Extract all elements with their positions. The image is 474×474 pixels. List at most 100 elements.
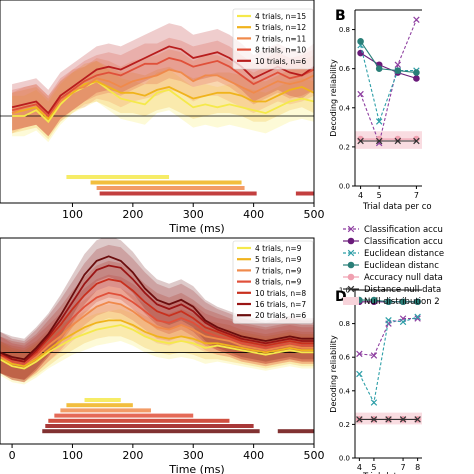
significance-bar-7-trials-n-11-0: [96, 186, 245, 190]
y-tick-label: 0.6: [339, 65, 351, 73]
y-tick-label: 0.8: [339, 26, 350, 34]
y-tick-label: 0.2: [339, 421, 350, 429]
point-euclidean-distanc-3: [357, 37, 364, 45]
plot-area-B: [355, 16, 422, 149]
significance-bar-20-trials-n-6-1: [277, 429, 314, 434]
series-line-classification-accu-0: [360, 19, 417, 145]
series-line-classification-accu-1: [360, 52, 417, 79]
legend-classification-accu-1-label: Classification accu: [364, 237, 443, 247]
legend-euclidean-distance-2-marker: [347, 249, 355, 257]
panel-A: 100 200 300 400 500 Time (ms) 4 trials, n=15 5 …: [0, 0, 325, 235]
legend-distance-null-data-5-marker: [347, 285, 355, 293]
x-tick-label: 300: [183, 208, 204, 221]
series-line-4-trials-n-9: [0, 324, 314, 370]
point-distance-null-data-5: [357, 137, 364, 145]
panel-D: 0.0 0.2 0.4 0.6 0.8 1.0 45 78Trial data per co D…: [329, 287, 432, 474]
point-euclidean-distanc-3: [375, 65, 383, 72]
point-classification-accu-0: [356, 350, 363, 358]
point-classification-accu-1: [413, 75, 420, 82]
significance-bar-10-trials-n-6-1: [295, 191, 314, 196]
point-euclidean-distance-2: [399, 318, 407, 326]
legend-box: [232, 8, 314, 70]
x-tick-label: 300: [183, 449, 204, 462]
band-7-trials-n-9: [0, 286, 314, 380]
legend-accuracy-null-data-4-marker: [347, 273, 355, 281]
x-tick-label: 0: [9, 449, 16, 462]
point-distance-null-data-5: [413, 137, 420, 145]
significance-bar-4-trials-n-15-0: [66, 175, 170, 179]
y-axis-label: Decoding reliability: [329, 59, 338, 137]
legend-label-7-trials-n-11: 7 trials, n=11: [255, 34, 306, 43]
y-tick-label: 0.8: [339, 320, 350, 328]
legend-null-distribution-2-6-label: Null distribution 2: [364, 297, 440, 307]
plot-area-C: [0, 238, 314, 434]
point-euclidean-distance-2: [356, 370, 363, 378]
series-line-7-trials-n-9: [0, 301, 314, 365]
series-line-5-trials-n-9: [0, 319, 314, 368]
series-line-8-trials-n-9: [0, 291, 314, 365]
y-tick-label: 0.4: [339, 387, 351, 395]
y-tick-label: 0.6: [339, 354, 351, 362]
point-euclidean-distance-2: [370, 399, 378, 406]
shared-legend: Classification accu Classification accu Eu…: [343, 225, 444, 307]
panel-label-D: D: [335, 289, 347, 305]
x-tick-label: 400: [243, 449, 264, 462]
point-euclidean-distanc-3: [399, 298, 407, 306]
legend-classification-accu-0-label: Classification accu: [364, 225, 443, 235]
y-tick-label: 0.0: [339, 183, 350, 191]
legend-label-20-trials-n-6: 20 trials, n=6: [255, 311, 306, 320]
panel-label-B: B: [335, 8, 346, 24]
panel-B: 0.0 0.2 0.4 0.6 0.8 4 5 7 Trial data per co Decod…: [329, 8, 432, 212]
series-line-4-trials-n-15: [12, 80, 314, 124]
series-line-20-trials-n-6: [0, 255, 314, 361]
y-tick-label: 0.0: [339, 455, 350, 463]
series-line-7-trials-n-11: [11, 68, 314, 118]
point-distance-null-data-5: [414, 416, 421, 423]
x-tick-label: 100: [62, 449, 83, 462]
significance-bar-20-trials-n-6-0: [42, 429, 260, 434]
legend-label-5-trials-n-9: 5 trials, n=9: [255, 255, 302, 264]
y-tick-label: 0.4: [339, 104, 351, 112]
x-tick-label: 400: [243, 208, 264, 221]
point-distance-null-data-5: [370, 416, 378, 423]
x-axis-label: Time (ms): [168, 222, 224, 235]
point-classification-accu-0: [394, 61, 402, 68]
legend-label-16-trials-n-7: 16 trials, n=7: [255, 300, 306, 309]
plot-area-D: [355, 296, 422, 425]
legend-distance-null-data-5-label: Distance null data: [364, 285, 441, 295]
x-axis-label: Trial data per co: [362, 472, 432, 474]
series-line-euclidean-distanc-3: [360, 40, 417, 74]
legend-box: [232, 240, 314, 324]
y-axis-label: Decoding reliability: [329, 335, 338, 413]
band-4-trials-n-9: [0, 309, 314, 385]
point-distance-null-data-5: [375, 137, 383, 145]
significance-bar-16-trials-n-7-0: [45, 424, 254, 428]
legend-label-8-trials-n-9: 8 trials, n=9: [255, 278, 302, 287]
x-tick-label: 100: [62, 208, 83, 221]
x-tick-label: 5: [377, 191, 382, 200]
x-axis-label: Trial data per co: [362, 202, 432, 212]
significance-bar-5-trials-n-12-0: [90, 180, 242, 185]
point-euclidean-distanc-3: [413, 69, 420, 76]
band-5-trials-n-9: [0, 304, 314, 383]
null-band: [355, 131, 422, 149]
point-euclidean-distance-2: [375, 118, 383, 125]
legend-label-10-trials-n-6: 10 trials, n=6: [255, 57, 306, 66]
x-tick-label: 7: [414, 191, 419, 200]
significance-bar-7-trials-n-9-0: [60, 408, 151, 413]
series-line-euclidean-distance-2: [360, 45, 417, 124]
band-7-trials-n-11: [12, 49, 314, 137]
point-distance-null-data-5: [399, 416, 407, 423]
point-euclidean-distanc-3: [385, 298, 392, 306]
x-axis-label: Time (ms): [168, 463, 224, 474]
point-euclidean-distanc-3: [414, 298, 421, 306]
x-tick-label: 4: [357, 463, 362, 472]
axes-frame: [0, 0, 315, 204]
legend-null-distribution-2-6-swatch: [343, 297, 359, 305]
significance-bar-10-trials-n-8-0: [48, 418, 230, 423]
legend-label-10-trials-n-8: 10 trials, n=8: [255, 289, 306, 298]
x-tick-label: 200: [122, 449, 143, 462]
legend-label-4-trials-n-15: 4 trials, n=15: [255, 12, 306, 21]
significance-bar-4-trials-n-9-0: [84, 398, 121, 402]
series-line-16-trials-n-7: [0, 264, 314, 363]
